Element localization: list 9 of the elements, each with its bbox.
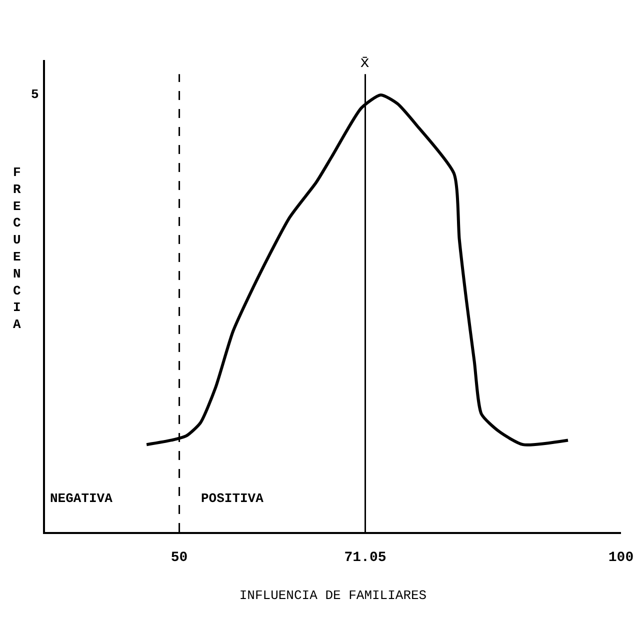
text: FRECUENCIA xyxy=(13,165,21,332)
annotation: NEGATIVA xyxy=(50,491,113,506)
x-axis-title: INFLUENCIA DE FAMILIARES xyxy=(239,588,427,603)
x-tick-label: 100 xyxy=(608,550,634,566)
x-tick-label: 50 xyxy=(170,550,188,566)
x-tick-label: 71.05 xyxy=(344,550,386,566)
annotation: POSITIVA xyxy=(201,491,264,506)
ref-line-label: x̄ xyxy=(360,54,370,72)
text: 5 xyxy=(31,87,39,102)
